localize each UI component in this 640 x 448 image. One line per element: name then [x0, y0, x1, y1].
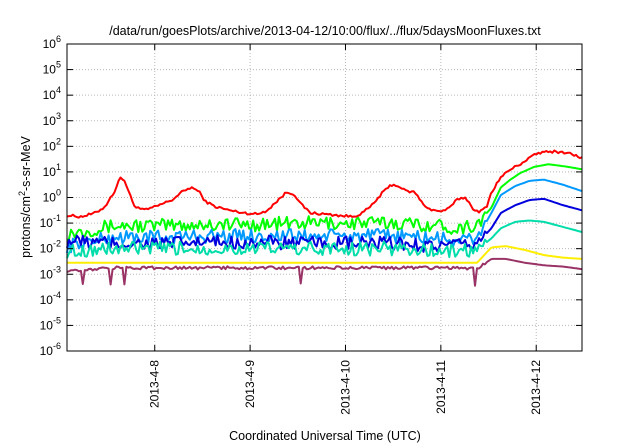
chart-title: /data/run/goesPlots/archive/2013-04-12/1… [109, 24, 541, 38]
y-tick-label: 10-5 [40, 315, 61, 332]
y-tick-label: 100 [43, 188, 61, 205]
grid [67, 44, 582, 351]
series-line [67, 245, 583, 264]
y-tick-label: 10-2 [40, 239, 61, 256]
y-tick-label: 10-3 [40, 264, 61, 281]
y-tick-label: 102 [43, 136, 61, 153]
y-tick-label: 103 [43, 111, 61, 128]
x-axis-label: Coordinated Universal Time (UTC) [229, 429, 421, 443]
x-tick-labels: 2013-4-8 2013-4-9 2013-4-10 2013-4-11 2013-4… [148, 360, 543, 415]
y-tick-label: 106 [43, 34, 61, 51]
tick-marks [67, 43, 582, 352]
x-tick-label: 2013-4-10 [338, 360, 352, 415]
y-tick-labels: 10-6 10-5 10-4 10-3 10-2 10-1 100 101 102 103 104 1… [40, 34, 61, 358]
y-tick-label: 10-4 [40, 290, 61, 307]
series-line [66, 163, 583, 242]
series-line [66, 197, 583, 253]
x-tick-label: 2013-4-11 [434, 360, 448, 414]
series-line [66, 149, 583, 219]
y-axis-label: protons/cm2-s-sr-MeV [17, 135, 33, 257]
x-tick-label: 2013-4-12 [529, 360, 543, 415]
y-tick-label: 104 [43, 85, 61, 102]
x-tick-label: 2013-4-8 [148, 360, 162, 408]
series-lines [66, 149, 583, 287]
y-tick-label: 10-1 [40, 213, 61, 230]
plot-frame [66, 43, 583, 352]
series-line [66, 219, 583, 259]
series-line [66, 178, 583, 254]
y-tick-label: 10-6 [40, 341, 61, 358]
series-line [66, 257, 583, 287]
y-tick-label: 105 [43, 60, 61, 77]
x-tick-label: 2013-4-9 [243, 360, 257, 408]
y-tick-label: 101 [43, 162, 61, 179]
